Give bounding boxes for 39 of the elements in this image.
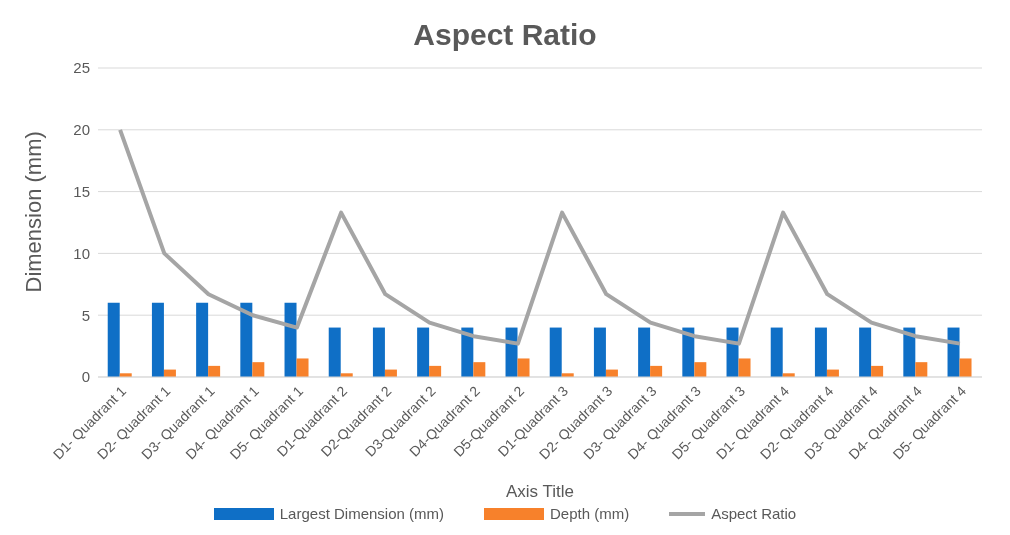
bar xyxy=(915,362,928,377)
bar xyxy=(770,327,783,377)
bar xyxy=(638,327,651,377)
bar xyxy=(871,365,884,377)
bar xyxy=(814,327,827,377)
bar xyxy=(429,365,442,377)
legend-label: Depth (mm) xyxy=(549,505,630,522)
y-tick-label: 20 xyxy=(73,121,90,139)
bar xyxy=(738,358,751,377)
chart-title: Aspect Ratio xyxy=(412,17,598,53)
y-tick-label: 10 xyxy=(73,244,90,262)
y-tick-label: 15 xyxy=(73,182,90,200)
y-axis-title: Dimension (mm) xyxy=(20,131,46,293)
bar xyxy=(650,365,663,377)
bar xyxy=(328,327,341,377)
y-tick-label: 5 xyxy=(81,306,90,324)
line-series xyxy=(118,127,962,346)
bar xyxy=(372,327,385,377)
bar xyxy=(208,365,221,377)
bar xyxy=(284,302,297,377)
bar xyxy=(694,362,707,377)
bar xyxy=(593,327,606,377)
legend-label: Aspect Ratio xyxy=(711,505,797,522)
bar xyxy=(517,358,530,377)
y-tick-label: 25 xyxy=(73,59,90,77)
bar xyxy=(959,358,972,377)
bar xyxy=(296,358,309,377)
bar xyxy=(196,302,209,377)
bar xyxy=(473,362,486,377)
bar xyxy=(549,327,562,377)
bar xyxy=(151,302,164,377)
legend-label: Largest Dimension (mm) xyxy=(279,505,444,522)
bar xyxy=(240,302,253,377)
bar xyxy=(252,362,265,377)
x-axis-title: Axis Title xyxy=(505,482,575,501)
bar xyxy=(417,327,430,377)
bar xyxy=(107,302,120,377)
y-tick-label: 0 xyxy=(81,368,90,386)
bar xyxy=(859,327,872,377)
